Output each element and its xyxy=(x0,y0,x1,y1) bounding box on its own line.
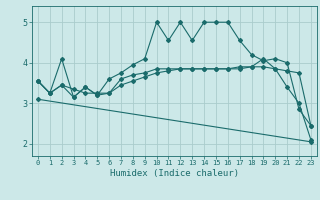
X-axis label: Humidex (Indice chaleur): Humidex (Indice chaleur) xyxy=(110,169,239,178)
